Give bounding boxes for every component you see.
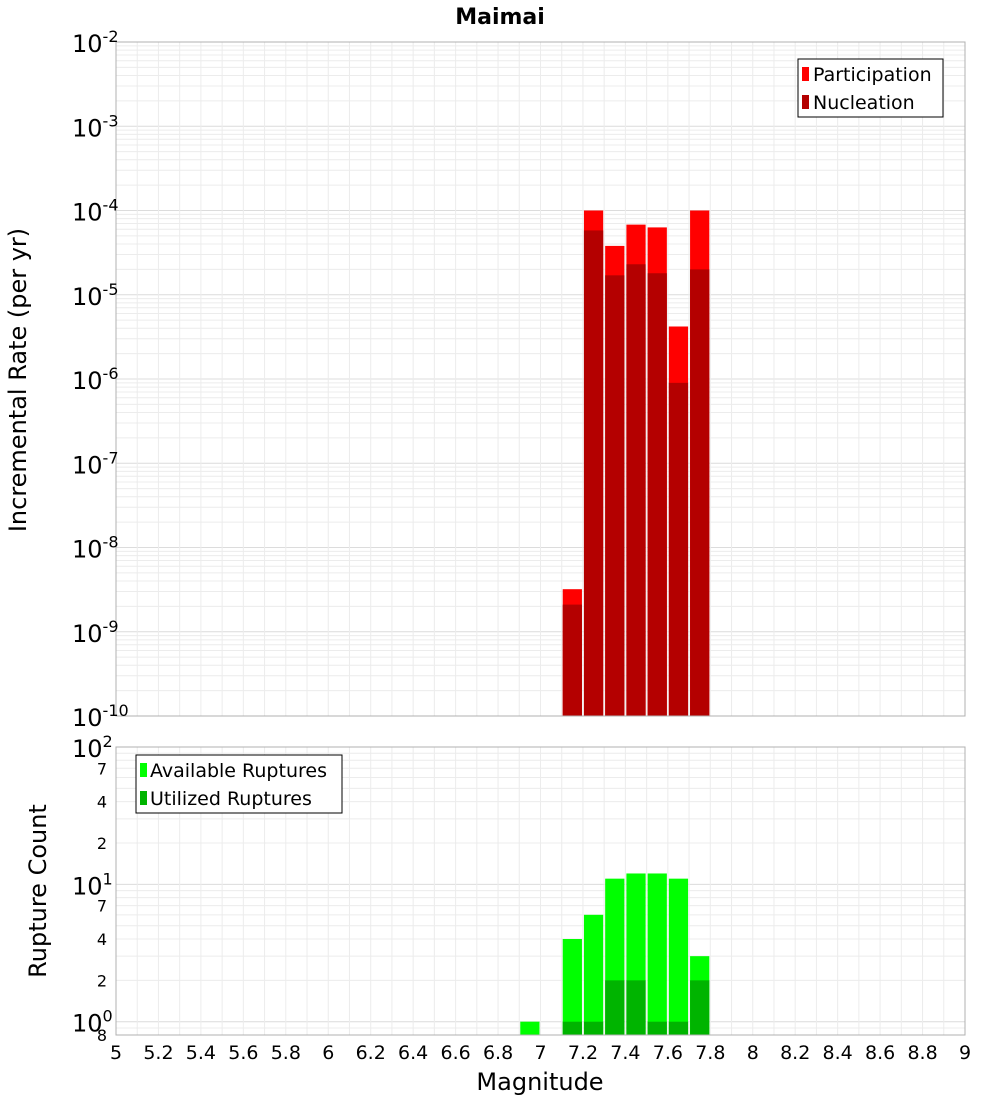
bar-nucleation [605,275,625,716]
bar-utilized-ruptures [562,1021,582,1035]
y-tick-label: 10-6 [72,364,119,395]
legend-swatch [802,67,809,81]
x-axis-label: Magnitude [476,1068,603,1096]
x-tick-label: 9 [959,1042,971,1064]
rate-panel: 10-10 10-9 10-8 10-7 10-6 10-5 10-4 10-3 10-2 In… [4,27,966,732]
x-tick-labels: 5 5.2 5.4 5.6 5.8 6 6.2 6.4 6.6 6.8 7 7.2 7.4 7.6 7.8 8… [110,1042,971,1064]
y-tick-label: 10-10 [72,701,129,732]
y-minor-tick-label: 7 [97,759,107,778]
bar-utilized-ruptures [583,1021,604,1035]
x-tick-label: 6.2 [356,1042,386,1064]
y-tick-label: 10-7 [72,448,119,479]
legend-label: Utilized Ruptures [150,788,312,810]
rate-plot-border [115,41,966,717]
y-tick-label: 10-4 [72,196,119,227]
y-tick-label: 101 [72,869,113,900]
bar-utilized-ruptures [626,980,646,1035]
bar-utilized-ruptures [690,980,710,1035]
x-tick-label: 8.8 [907,1042,937,1064]
x-tick-label: 8.2 [780,1042,810,1064]
bar-nucleation [668,382,689,716]
y-tick-label: 10-8 [72,533,119,564]
rate-y-tick-labels: 10-10 10-9 10-8 10-7 10-6 10-5 10-4 10-3 10-2 [72,27,129,732]
legend-swatch [140,791,147,805]
y-tick-label: 102 [72,732,113,763]
x-tick-label: 8.6 [865,1042,895,1064]
x-tick-label: 6.6 [440,1042,470,1064]
x-tick-label: 5.2 [143,1042,173,1064]
rate-legend: Participation Nucleation [797,58,944,118]
rate-grid [115,42,966,717]
bar-nucleation [626,264,646,716]
y-minor-tick-label: 8 [97,1026,107,1045]
x-tick-label: 5.4 [186,1042,216,1064]
x-tick-label: 6.4 [398,1042,428,1064]
bar-nucleation [690,269,710,716]
bar-nucleation [562,604,582,716]
x-tick-label: 5 [110,1042,122,1064]
bar-available-ruptures [647,873,667,1035]
x-tick-label: 7 [534,1042,546,1064]
x-tick-label: 8 [747,1042,759,1064]
bar-utilized-ruptures [605,980,625,1035]
legend-box [135,754,343,814]
count-plot-border [115,746,966,1036]
bar-nucleation [647,273,667,716]
count-y-axis-label: Rupture Count [24,804,52,978]
x-tick-label: 7.2 [568,1042,598,1064]
y-minor-tick-label: 4 [97,793,107,812]
y-tick-label: 100 [72,1007,113,1038]
legend-label: Available Ruptures [150,760,327,782]
chart-title: Maimai [455,5,545,30]
y-tick-label: 10-2 [72,27,119,58]
bar-available-ruptures [583,914,604,1035]
legend-box [797,58,944,118]
count-y-tick-labels: 100 101 102 8 2 4 7 2 4 7 [72,732,113,1045]
y-minor-tick-label: 2 [97,971,107,990]
bar-available-ruptures [668,878,689,1035]
y-minor-tick-label: 7 [97,897,107,916]
x-tick-label: 7.6 [653,1042,683,1064]
bar-nucleation [583,230,604,716]
y-minor-tick-label: 4 [97,930,107,949]
rate-bars [562,210,710,716]
legend-label: Participation [813,64,932,86]
y-tick-label: 10-9 [72,617,119,648]
x-tick-label: 5.6 [228,1042,258,1064]
legend-swatch [140,763,147,777]
rate-y-axis-label: Incremental Rate (per yr) [4,228,32,532]
bar-utilized-ruptures [668,1021,689,1035]
bar-utilized-ruptures [647,1021,667,1035]
x-tick-label: 8.4 [823,1042,853,1064]
y-tick-label: 10-5 [72,280,119,311]
x-tick-label: 5.8 [271,1042,301,1064]
y-minor-tick-label: 2 [97,834,107,853]
y-tick-label: 10-3 [72,111,119,142]
bar-available-ruptures [520,1021,540,1035]
count-bars [520,873,710,1035]
x-tick-label: 6.8 [483,1042,513,1064]
legend-label: Nucleation [813,92,915,114]
count-legend: Available Ruptures Utilized Ruptures [135,754,343,814]
x-tick-label: 7.8 [695,1042,725,1064]
x-tick-label: 7.4 [610,1042,640,1064]
bar-available-ruptures [562,939,582,1035]
count-panel: 100 101 102 8 2 4 7 2 4 7 Rupture Count Available… [24,732,971,1096]
x-tick-label: 6 [322,1042,334,1064]
legend-swatch [802,95,809,109]
